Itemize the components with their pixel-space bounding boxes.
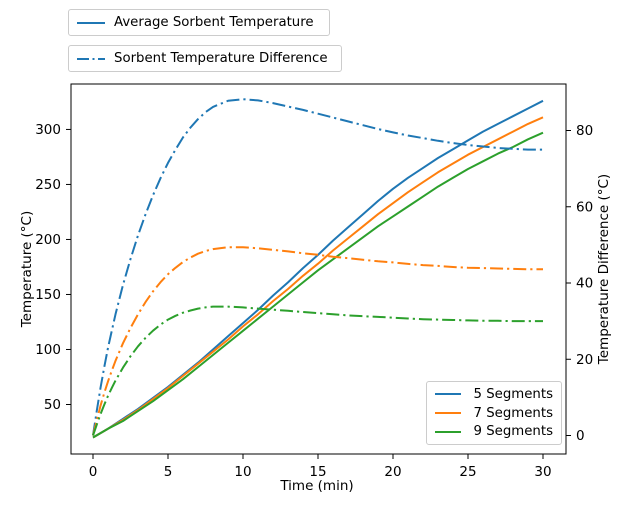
legend-5-segments-label: 5 Segments [473, 386, 553, 402]
series-avg-temp-7-segments [92, 116, 544, 439]
x-tick-label: 30 [534, 464, 551, 480]
y-tick-label-right: 20 [576, 352, 593, 368]
series-temp-diff-7-segments [92, 246, 543, 436]
legend-average-temperature-label: Average Sorbent Temperature [114, 15, 314, 30]
y-tick-label-left: 200 [35, 232, 61, 248]
y-tick-label-right: 40 [576, 276, 593, 292]
series-avg-temp-9-segments [92, 131, 544, 439]
x-tick-label: 10 [234, 464, 251, 480]
series-temp-diff-9-segments [92, 305, 543, 436]
x-tick-label: 0 [89, 464, 98, 480]
y-axis-label-right: Temperature Difference (°C) [596, 173, 612, 365]
y-tick-label-right: 60 [576, 199, 593, 215]
solid-line-sample-icon [435, 430, 461, 433]
y-tick-label-right: 80 [576, 123, 593, 139]
series-temp-diff-5-segments [92, 98, 543, 436]
legend-9-segments-label: 9 Segments [473, 424, 553, 440]
y-axis-label-left: Temperature (°C) [19, 210, 35, 328]
legend-item-5-segments: 5 Segments [434, 385, 553, 404]
x-tick-label: 25 [459, 464, 476, 480]
y-tick-label-left: 50 [44, 397, 61, 413]
solid-line-sample-icon [435, 412, 461, 414]
solid-line-sample-icon [435, 393, 461, 396]
y-tick-label-right: 0 [576, 428, 585, 444]
x-tick-label: 5 [164, 464, 173, 480]
legend-average-temperature: Average Sorbent Temperature [68, 9, 330, 36]
legend-item-9-segments: 9 Segments [434, 422, 553, 441]
x-tick-label: 15 [309, 464, 326, 480]
legend-temperature-difference-label: Sorbent Temperature Difference [114, 51, 328, 66]
y-tick-label-left: 300 [35, 122, 61, 138]
dashdot-line-sample-icon [77, 57, 105, 60]
x-tick-label: 20 [384, 464, 401, 480]
legend-temperature-difference: Sorbent Temperature Difference [68, 45, 342, 72]
solid-line-sample-icon [77, 21, 105, 24]
legend-segments: 5 Segments 7 Segments 9 Segments [426, 381, 562, 445]
legend-item-7-segments: 7 Segments [434, 404, 553, 423]
y-tick-label-left: 250 [35, 177, 61, 193]
y-tick-label-left: 100 [35, 342, 61, 358]
y-tick-label-left: 150 [35, 287, 61, 303]
legend-7-segments-label: 7 Segments [473, 405, 553, 421]
x-axis-label: Time (min) [280, 478, 354, 494]
